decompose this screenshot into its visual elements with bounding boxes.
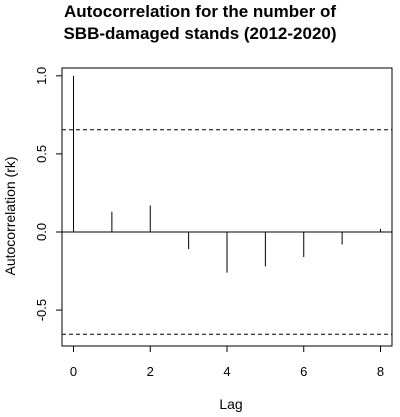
plot-frame: [61, 67, 393, 347]
x-tick-label: 6: [300, 364, 307, 379]
x-tick-label: 8: [377, 364, 384, 379]
x-tick-label: 4: [223, 364, 230, 379]
chart-title-line-1: Autocorrelation for the number of: [64, 2, 336, 21]
axes: 0 2 4 6 8 -0.5 0.0 0.5 1.0: [34, 67, 393, 379]
chart-title: Autocorrelation for the number of SBB-da…: [0, 0, 400, 45]
y-tick-label: 1.0: [34, 67, 49, 85]
y-tick-label: 0.0: [34, 223, 49, 241]
x-tick-label: 2: [147, 364, 154, 379]
chart-title-line-2: SBB-damaged stands (2012-2020): [63, 24, 337, 43]
y-tick-label: 0.5: [34, 145, 49, 163]
y-axis-label: Autocorrelation (rk): [2, 156, 18, 275]
x-axis-label: Lag: [219, 396, 242, 412]
y-tick-label: -0.5: [34, 299, 49, 321]
acf-bars: [73, 75, 381, 273]
x-tick-label: 0: [70, 364, 77, 379]
